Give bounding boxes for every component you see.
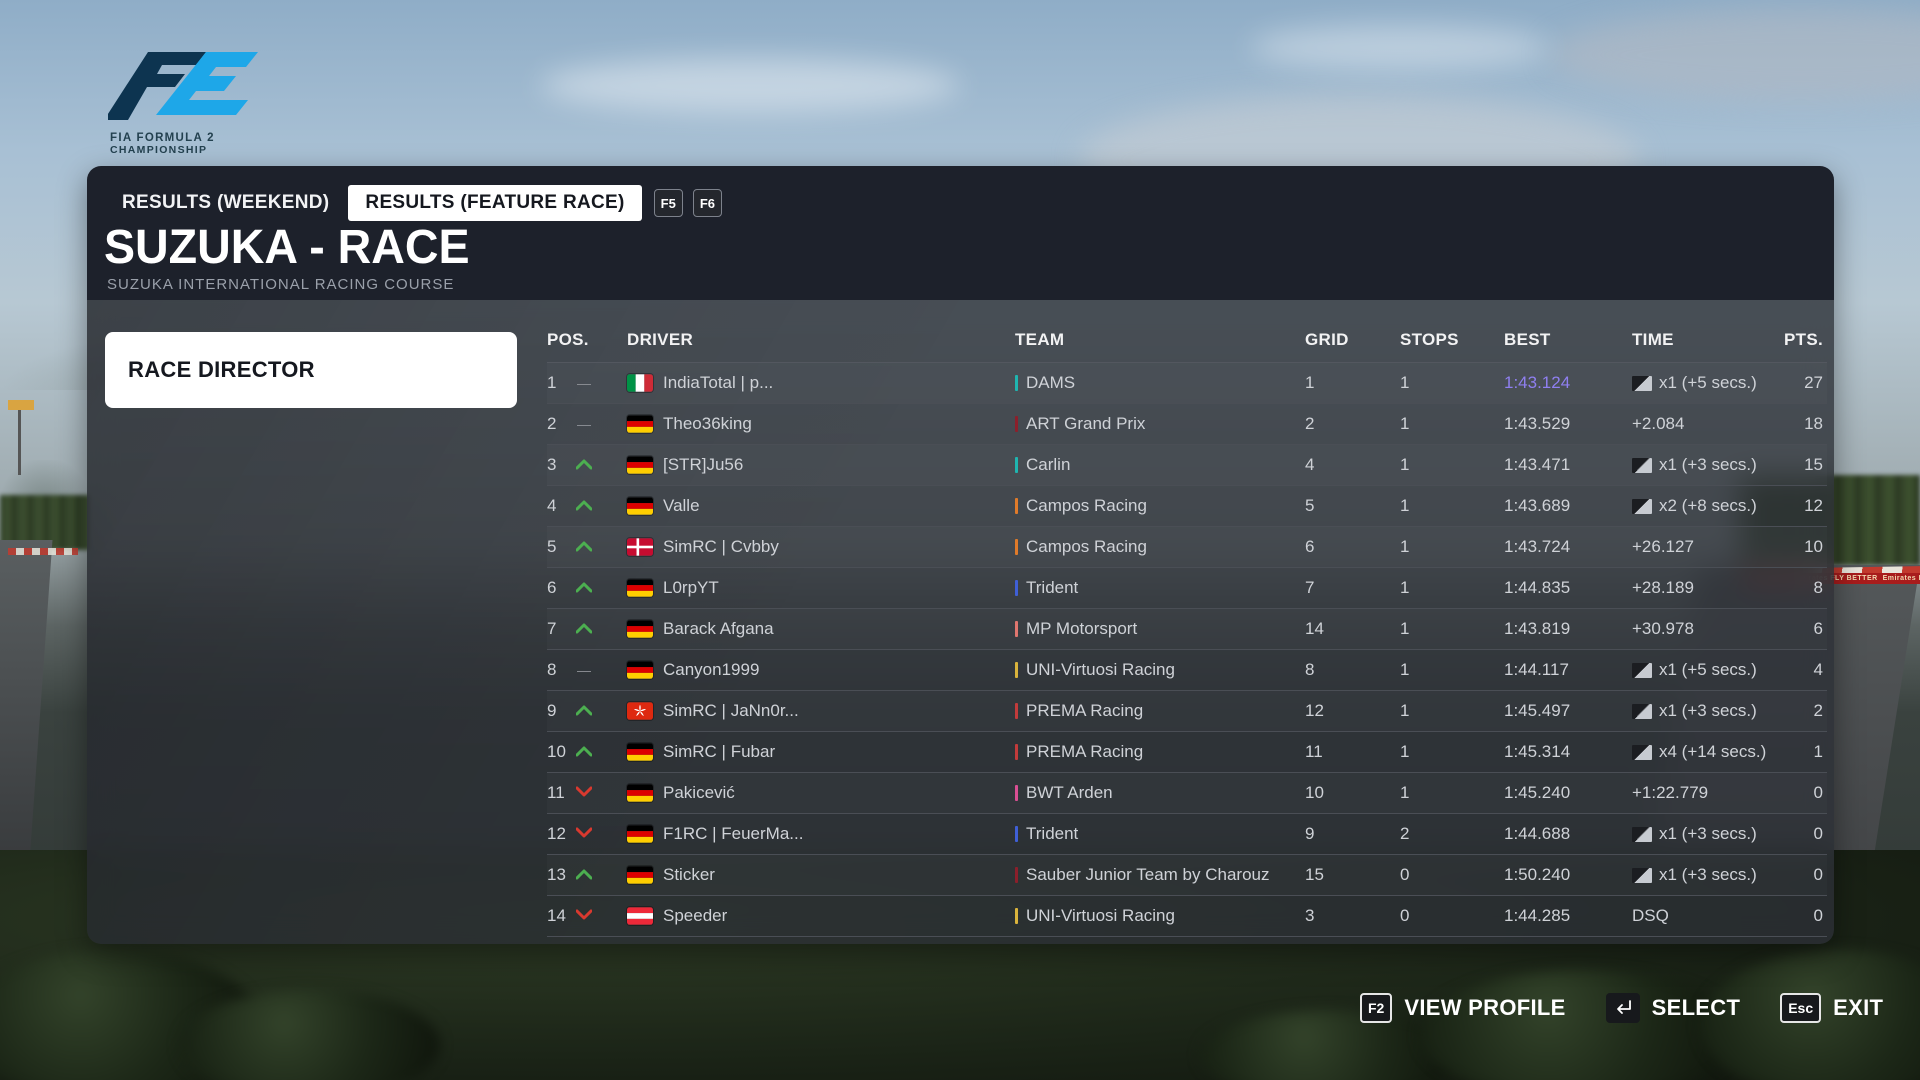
svg-text:CHAMPIONSHIP: CHAMPIONSHIP [110,144,207,156]
svg-text:FIA FORMULA 2: FIA FORMULA 2 [110,132,215,144]
